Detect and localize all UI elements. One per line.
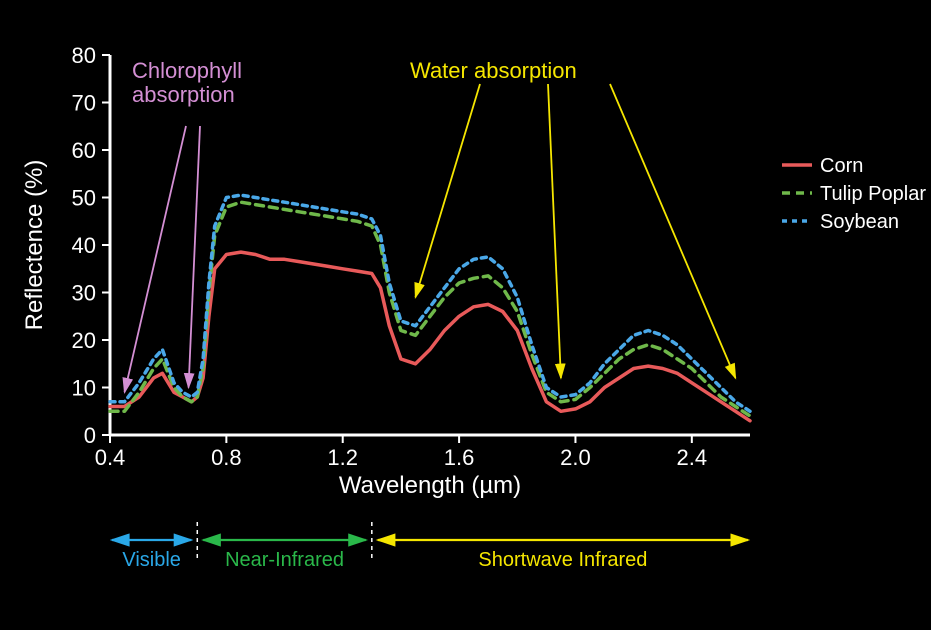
band-label: Shortwave Infrared: [478, 549, 647, 571]
x-tick-label: 1.6: [444, 445, 475, 470]
x-tick-label: 2.4: [677, 445, 708, 470]
annotation-water: Water absorption: [410, 58, 577, 83]
annotation-chlorophyll: absorption: [132, 82, 235, 107]
annotation-chlorophyll: Chlorophyll: [132, 58, 242, 83]
y-axis-label: Reflectence (%): [21, 160, 48, 331]
x-axis-label: Wavelength (µm): [339, 472, 521, 499]
spectral-reflectance-chart: 010203040506070800.40.81.21.62.02.4Wavel…: [0, 0, 931, 630]
y-tick-label: 60: [72, 138, 96, 163]
x-tick-label: 2.0: [560, 445, 591, 470]
y-tick-label: 40: [72, 233, 96, 258]
x-tick-label: 0.8: [211, 445, 242, 470]
y-tick-label: 80: [72, 43, 96, 68]
legend-label: Soybean: [820, 211, 899, 233]
band-label: Near-Infrared: [225, 549, 344, 571]
annotation-arrow: [189, 126, 200, 388]
y-tick-label: 20: [72, 328, 96, 353]
y-tick-label: 50: [72, 186, 96, 211]
x-tick-label: 0.4: [95, 445, 126, 470]
y-tick-label: 70: [72, 91, 96, 116]
annotation-arrow: [548, 84, 561, 378]
annotation-arrow: [125, 126, 186, 392]
legend-label: Corn: [820, 155, 863, 177]
y-tick-label: 10: [72, 376, 96, 401]
x-tick-label: 1.2: [327, 445, 358, 470]
annotation-arrow: [610, 84, 735, 378]
series-soybean: [110, 195, 750, 411]
y-tick-label: 30: [72, 281, 96, 306]
annotation-arrow: [415, 84, 480, 297]
legend-label: Tulip Poplar: [820, 183, 926, 205]
band-label: Visible: [122, 549, 181, 571]
